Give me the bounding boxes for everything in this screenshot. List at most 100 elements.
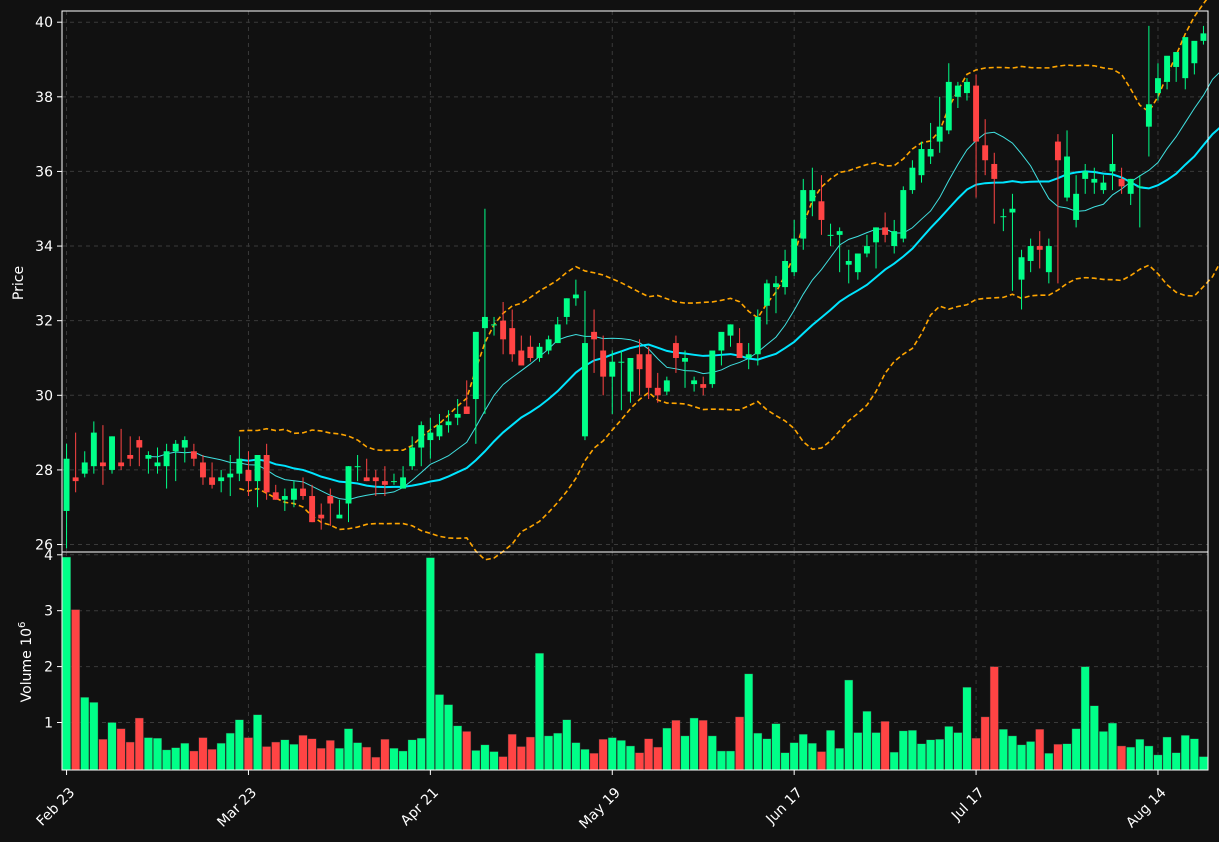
volume-bar [80,697,90,771]
candle-up [873,227,879,269]
candle-up [945,63,952,135]
candle-up [436,413,443,441]
bollinger-bands [239,0,1219,561]
candle-body [618,361,625,363]
candle-up [1018,249,1025,310]
candle-up [481,208,488,414]
candle-body [1064,156,1070,198]
volume-bar [162,749,171,771]
candle-down [736,328,743,358]
candle-up [954,81,961,109]
candle-down [309,484,316,523]
volume-bar [980,716,990,771]
candle-up [809,167,816,217]
volume-bar [316,748,326,771]
volume-bar [116,728,126,771]
candle-up [1100,175,1107,194]
volume-bar [344,728,353,771]
candle-body [1091,178,1098,183]
volume-bar [653,746,663,771]
volume-bar [1071,728,1081,771]
candle-body [300,488,306,497]
candle-body [345,466,352,504]
candle-down [99,425,106,485]
candle-body [318,514,325,519]
candle-body [945,81,952,131]
candle-up [618,350,625,411]
volume-bar [471,750,481,771]
candle-body [118,462,125,467]
candle-body [854,253,861,273]
candle-down [636,339,643,396]
candle-up [900,186,907,243]
candle-body [818,201,825,220]
candle-up [1009,193,1016,291]
candle-body [936,126,943,142]
candle-body [363,477,370,482]
candle-body [1136,186,1143,188]
candle-up [163,443,170,489]
volume-bar [335,748,344,771]
volume-bar [362,746,372,771]
candle-body [372,477,379,482]
candle-body [672,343,679,358]
volume-bar [1080,666,1090,771]
candle-up [391,473,397,485]
volume-axis-ticks: 1 2 3 4 [44,548,62,731]
candle-up [1200,25,1207,45]
candle-up [227,454,234,497]
candle-up [791,219,798,276]
candle-body [290,488,297,500]
volume-bar [389,748,399,771]
candle-body [518,350,525,366]
candle-up [491,316,497,336]
volume-bar [717,750,726,771]
volume-bar [598,739,608,771]
candle-up [109,436,115,474]
volume-bar [225,732,235,771]
volume-bar [489,751,499,771]
candle-body [445,421,452,426]
volume-bar [98,739,108,771]
volume-bar [1062,743,1072,771]
candle-down [882,212,889,243]
volume-bar [1008,735,1017,771]
candle-body [600,350,607,377]
price-gridlines [62,11,1208,552]
candle-down [1054,134,1061,284]
candle-up [754,309,761,366]
volume-bar [553,732,563,771]
candle-body [591,331,598,340]
volume-bar [1026,741,1036,771]
candle-body [682,357,688,362]
volume-bar [462,731,472,771]
candle-body [845,260,852,265]
candle-down [509,309,516,362]
candle-body [245,469,252,482]
volume-tick-label: 2 [44,660,53,676]
volume-bar [662,727,672,771]
volume-bar [644,738,654,771]
candle-body [609,361,616,377]
candle-up [81,451,88,478]
candle-up [154,447,161,474]
candle-up [609,350,616,414]
candle-down [973,74,980,198]
candle-down [991,152,998,224]
volume-tick-label: 4 [44,548,53,564]
candle-down [1118,167,1125,194]
ma-slow-line [239,127,1219,489]
candle-body [491,324,497,326]
volume-bar [962,687,972,771]
volume-bar [1180,735,1190,771]
candle-down [118,428,125,470]
candle-body [1027,246,1034,261]
candle-up [854,253,861,280]
volume-axis-label: Volume [19,650,35,702]
candle-body [782,260,789,288]
candle-up [1173,52,1180,82]
candle-up [572,279,579,306]
volume-bar [1144,745,1154,771]
volume-bar [726,750,735,771]
